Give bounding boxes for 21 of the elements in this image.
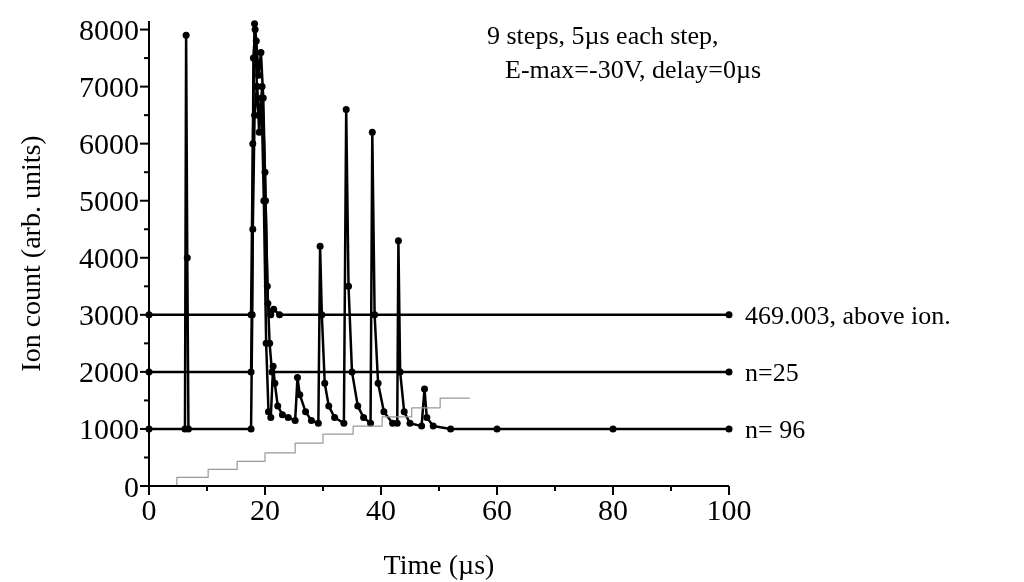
annotation: E-max=-30V, delay=0µs: [505, 55, 762, 84]
series-label: 469.003, above ion.: [745, 300, 951, 330]
y-tick-label: 4000: [79, 241, 139, 275]
x-tick-label: 20: [250, 493, 280, 526]
y-tick-label: 3000: [79, 298, 139, 332]
series-label: n=25: [745, 357, 799, 387]
y-tick-label: 7000: [79, 70, 139, 104]
y-tick-label: 6000: [79, 127, 139, 161]
x-tick-label: 80: [598, 493, 628, 526]
annotation: 9 steps, 5µs each step,: [487, 21, 719, 50]
y-tick-label: 5000: [79, 184, 139, 218]
y-tick-label: 2000: [79, 355, 139, 389]
x-tick-label: 60: [482, 493, 512, 526]
y-tick-label: 0: [124, 469, 139, 503]
x-axis-title: Time (µs): [383, 549, 495, 580]
y-tick-label: 1000: [79, 412, 139, 446]
x-tick-label: 40: [366, 493, 396, 526]
series-label: n= 96: [745, 415, 806, 445]
x-tick-label: 100: [706, 493, 752, 526]
y-axis-title: Ion count (arb. units): [15, 135, 46, 372]
y-tick-label: 8000: [79, 13, 139, 47]
